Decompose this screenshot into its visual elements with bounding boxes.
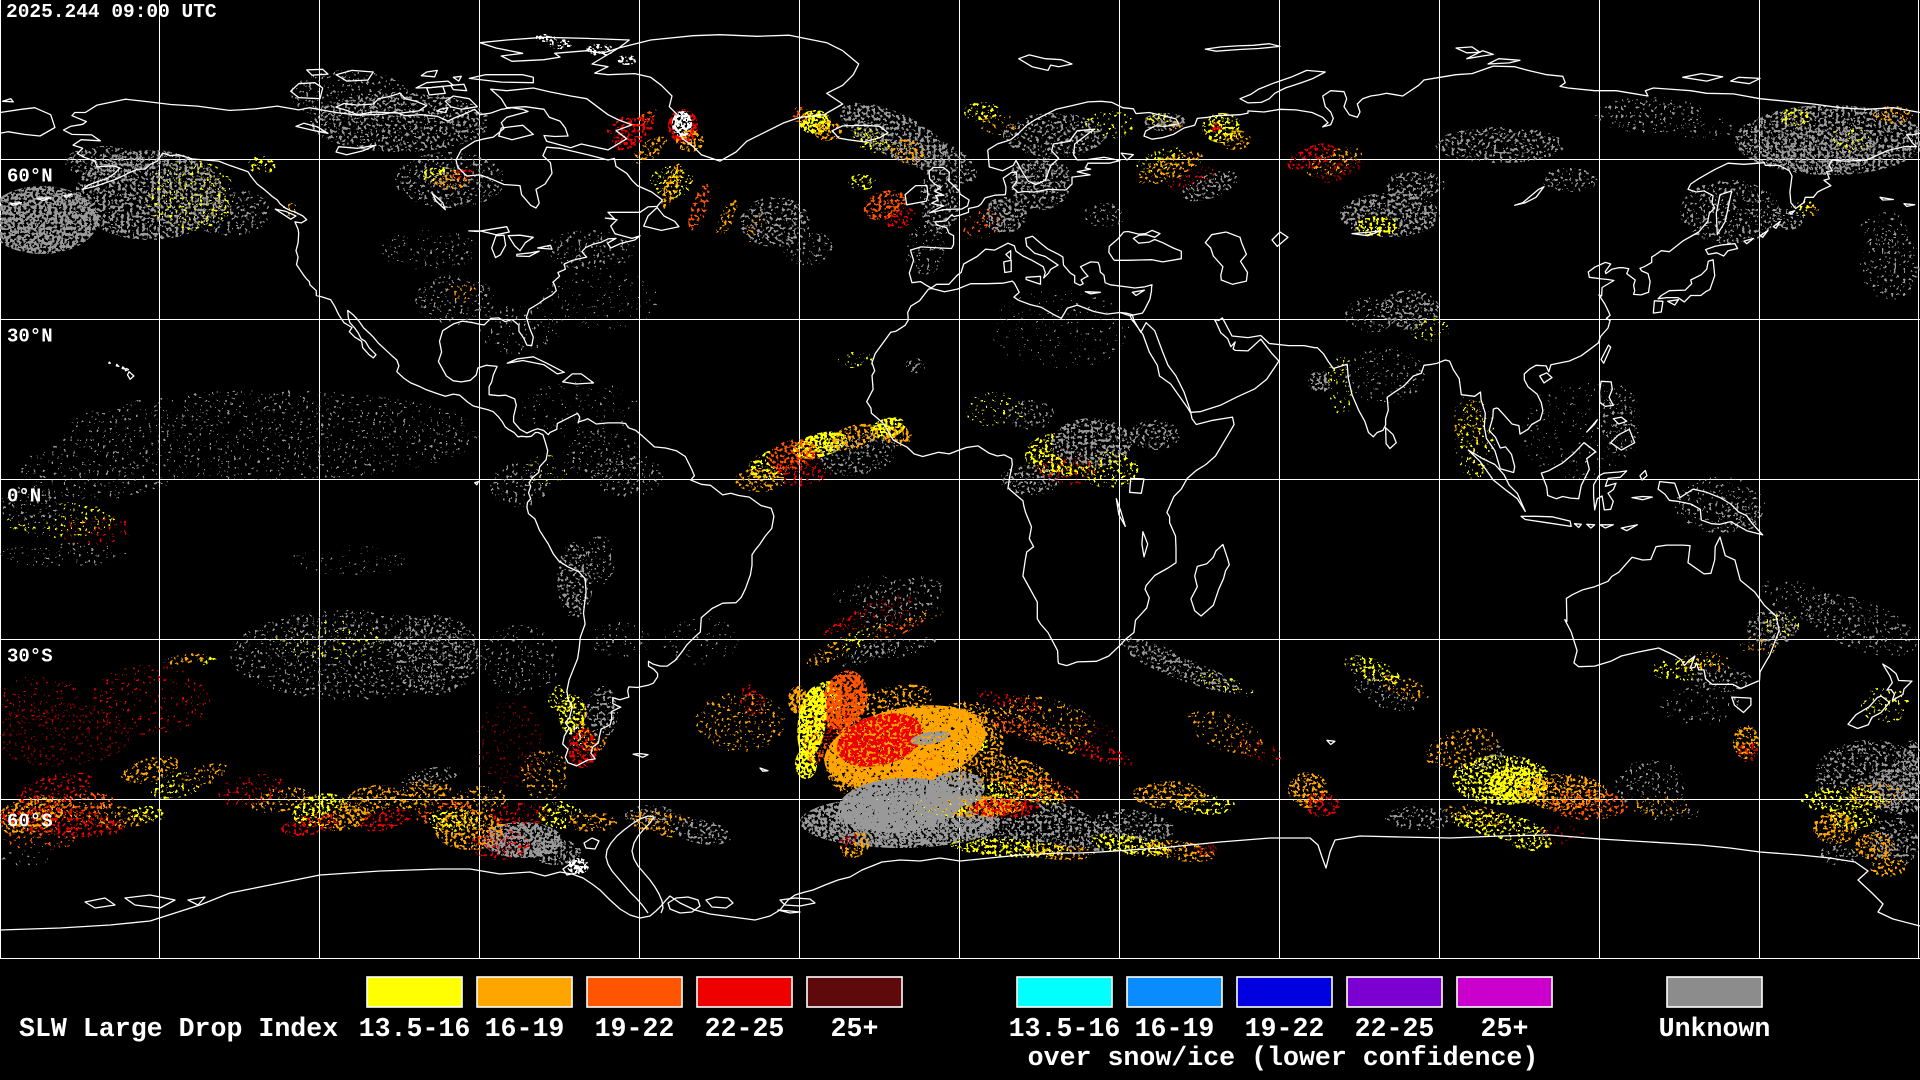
svg-text:60°N: 60°N [7, 166, 53, 188]
svg-text:over snow/ice (lower confidenc: over snow/ice (lower confidence) [1028, 1043, 1539, 1073]
svg-text:25+: 25+ [831, 1014, 879, 1044]
svg-text:Unknown: Unknown [1659, 1014, 1771, 1044]
svg-text:22-25: 22-25 [1355, 1014, 1435, 1044]
svg-text:16-19: 16-19 [485, 1014, 565, 1044]
svg-text:30°S: 30°S [7, 646, 53, 668]
svg-text:60°S: 60°S [7, 811, 53, 833]
svg-text:SLW Large Drop Index: SLW Large Drop Index [19, 1014, 338, 1044]
svg-text:16-19: 16-19 [1135, 1014, 1215, 1044]
svg-text:0°N: 0°N [7, 486, 41, 508]
svg-text:30°N: 30°N [7, 326, 53, 348]
svg-text:19-22: 19-22 [1245, 1014, 1325, 1044]
svg-text:25+: 25+ [1481, 1014, 1529, 1044]
svg-text:22-25: 22-25 [705, 1014, 785, 1044]
svg-text:13.5-16: 13.5-16 [359, 1014, 471, 1044]
svg-text:13.5-16: 13.5-16 [1009, 1014, 1121, 1044]
svg-text:2025.244 09:00 UTC: 2025.244 09:00 UTC [6, 1, 217, 23]
svg-text:19-22: 19-22 [595, 1014, 675, 1044]
